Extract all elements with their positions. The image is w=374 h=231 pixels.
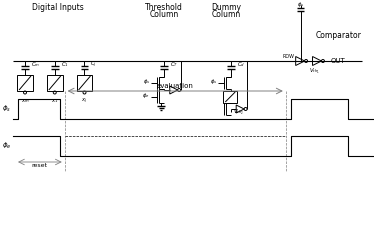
Bar <box>77 75 92 91</box>
Text: $C_j$: $C_j$ <box>91 60 97 70</box>
Text: Column: Column <box>149 10 178 19</box>
Text: $\phi_e$: $\phi_e$ <box>142 91 150 100</box>
Text: $\phi_s$: $\phi_s$ <box>297 0 304 9</box>
Text: Dummy: Dummy <box>211 3 241 12</box>
Text: $C_1$: $C_1$ <box>61 61 68 70</box>
Text: $C_m$: $C_m$ <box>31 61 40 70</box>
Text: $\phi_s$: $\phi_s$ <box>210 76 217 85</box>
Text: reset: reset <box>31 163 47 168</box>
Text: $V_{th_2}$: $V_{th_2}$ <box>233 107 244 117</box>
Text: $x_1$: $x_1$ <box>51 97 58 105</box>
Bar <box>223 91 237 103</box>
Text: $\phi_s$: $\phi_s$ <box>2 104 11 114</box>
Bar <box>47 75 63 91</box>
Text: $x_m$: $x_m$ <box>21 97 29 105</box>
Text: Digital Inputs: Digital Inputs <box>32 3 84 12</box>
Text: $C_d$: $C_d$ <box>237 61 245 70</box>
Text: Column: Column <box>212 10 241 19</box>
Bar <box>17 75 33 91</box>
Text: OUT: OUT <box>330 58 345 64</box>
Text: Comparator: Comparator <box>315 31 361 40</box>
Text: $V_{th_1}$: $V_{th_1}$ <box>309 66 319 76</box>
Text: $\phi_e$: $\phi_e$ <box>2 141 11 151</box>
Text: Threshold: Threshold <box>145 3 183 12</box>
Text: $C_T$: $C_T$ <box>170 61 178 70</box>
Text: $x_j$: $x_j$ <box>82 97 88 106</box>
Text: evaluation: evaluation <box>157 83 194 89</box>
Text: $\phi_s$: $\phi_s$ <box>142 76 150 85</box>
Text: ROW: ROW <box>283 54 295 59</box>
